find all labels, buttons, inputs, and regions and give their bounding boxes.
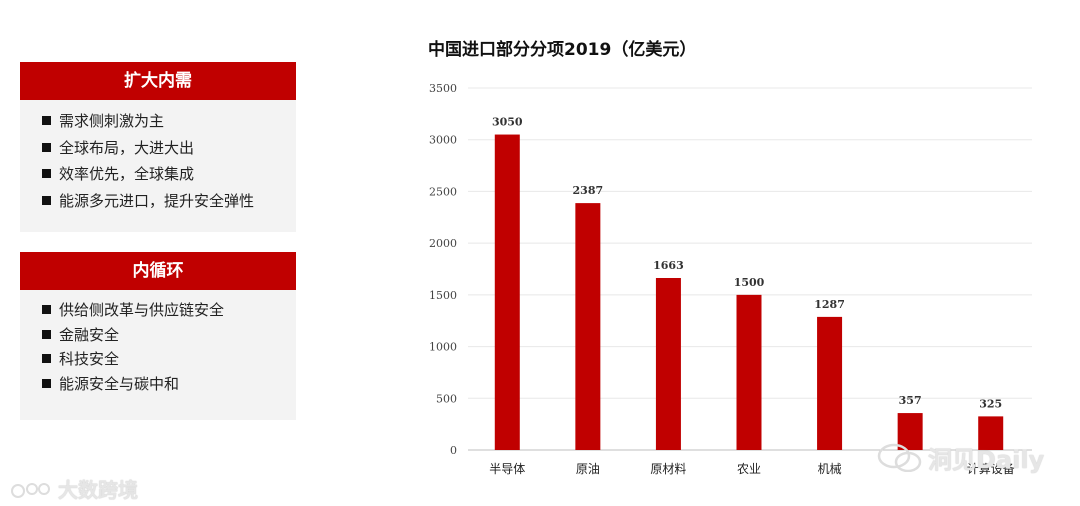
watermark-right: 洞见Daily (876, 440, 1044, 475)
x-tick-label: 农业 (737, 462, 761, 476)
square-bullet-icon (42, 378, 51, 388)
list-item: 金融安全 (42, 323, 296, 348)
square-bullet-icon (42, 116, 51, 125)
panel-header: 扩大内需 (20, 62, 296, 100)
list-item-text: 能源安全与碳中和 (59, 374, 180, 393)
y-tick-label: 1000 (429, 341, 457, 354)
list-item: 科技安全 (42, 347, 296, 372)
list-item: 效率优先，全球集成 (42, 161, 296, 188)
list-item: 全球布局，大进大出 (42, 135, 296, 162)
y-axis-ticks: 0 500 1000 1500 2000 2500 3000 3500 (429, 82, 457, 457)
list-item: 能源多元进口，提升安全弹性 (42, 188, 296, 215)
panel-list: 供给侧改革与供应链安全 金融安全 科技安全 能源安全与碳中和 (20, 290, 296, 404)
x-tick-label: 原材料 (650, 462, 686, 476)
bar (897, 413, 923, 450)
data-label: 1663 (653, 259, 684, 272)
y-tick-label: 3500 (429, 82, 457, 95)
list-item-text: 供给侧改革与供应链安全 (59, 301, 225, 319)
data-label: 1500 (734, 276, 765, 289)
chart-bars (494, 134, 1004, 451)
list-item: 供给侧改革与供应链安全 (42, 298, 296, 323)
bar (817, 316, 843, 450)
data-label: 3050 (492, 116, 523, 129)
data-label: 2387 (573, 184, 604, 197)
chart-title: 中国进口部分分项2019（亿美元） (428, 39, 696, 60)
x-tick-label: 原油 (576, 462, 600, 476)
y-tick-label: 2500 (429, 185, 457, 198)
bar (494, 134, 520, 451)
square-bullet-icon (42, 329, 51, 339)
square-bullet-icon (42, 142, 51, 152)
y-tick-label: 3000 (429, 134, 457, 147)
list-item-text: 科技安全 (59, 350, 120, 368)
y-tick-label: 500 (436, 392, 457, 405)
y-tick-label: 2000 (429, 237, 457, 250)
x-tick-label: 机械 (818, 461, 842, 476)
square-bullet-icon (42, 354, 51, 363)
data-label: 357 (899, 394, 922, 407)
list-item-text: 效率优先，全球集成 (59, 165, 195, 183)
bar (655, 277, 681, 450)
square-bullet-icon (42, 305, 51, 314)
y-tick-label: 0 (450, 444, 457, 457)
bar (736, 294, 762, 450)
list-item-text: 需求侧刺激为主 (59, 112, 165, 130)
x-tick-label: 计算设备 (967, 461, 1015, 476)
list-item-text: 全球布局，大进大出 (59, 138, 195, 157)
watermark-right-text: 洞见Daily (928, 446, 1045, 474)
panel-internal-circulation: 内循环 供给侧改革与供应链安全 金融安全 科技安全 能源安全与碳中和 (20, 252, 296, 420)
watermark-left: 大数跨境 (10, 474, 138, 503)
watermark-left-text: 大数跨境 (58, 478, 138, 502)
list-item-text: 金融安全 (59, 325, 120, 344)
x-tick-label: 半导体 (489, 462, 525, 476)
square-bullet-icon (42, 195, 51, 205)
wechat-icon (877, 443, 922, 473)
panel-list: 需求侧刺激为主 全球布局，大进大出 效率优先，全球集成 能源多元进口，提升安全弹… (20, 100, 296, 222)
panel-header: 内循环 (20, 252, 296, 290)
y-tick-label: 1500 (429, 289, 457, 302)
chart-data-labels: 3050 2387 1663 1500 1287 357 325 (492, 116, 1002, 411)
data-label: 325 (979, 397, 1002, 410)
panel-expand-domestic-demand: 扩大内需 需求侧刺激为主 全球布局，大进大出 效率优先，全球集成 能源多元进口，… (20, 62, 296, 232)
list-item: 能源安全与碳中和 (42, 372, 296, 397)
list-item: 需求侧刺激为主 (42, 108, 296, 135)
bar (978, 416, 1004, 450)
x-axis-ticks: 半导体 原油 原材料 农业 机械 计算设备 (489, 461, 1014, 476)
list-item-text: 能源多元进口，提升安全弹性 (59, 191, 255, 210)
square-bullet-icon (42, 169, 51, 178)
data-label: 1287 (814, 298, 845, 311)
bar (575, 203, 601, 450)
logo-icon (11, 483, 50, 498)
